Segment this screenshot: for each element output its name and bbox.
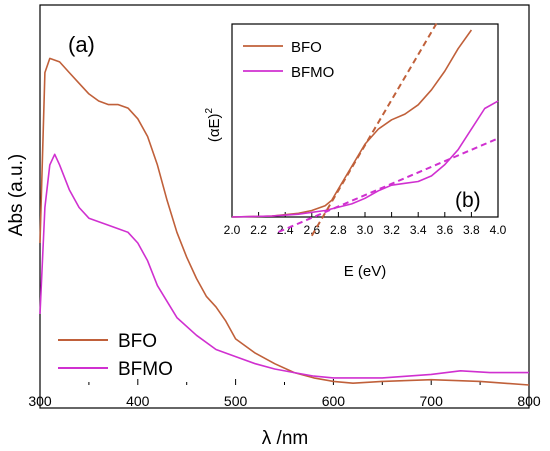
series-line-bfmo [39,153,529,379]
main-x-ticks: 300 400 500 600 700 800 [28,379,541,409]
x-tick-label: 500 [224,393,248,409]
inset-x-axis-label: E (eV) [344,263,387,280]
main-series-group [39,57,530,386]
y-axis-label: Abs (a.u.) [6,154,27,236]
x-tick-label: 2.2 [250,223,267,237]
main-plot-frame [39,4,530,409]
x-tick-label: 3.4 [410,223,427,237]
x-tick-label: 3.6 [436,223,453,237]
inset-series-group [231,20,499,237]
svg-text:(αE)2: (αE)2 [204,107,223,142]
x-tick-label: 2.0 [224,223,241,237]
legend-label-bfmo: BFMO [118,359,173,380]
x-tick-label: 3.2 [383,223,400,237]
x-tick-label: 4.0 [490,223,507,237]
x-tick-label: 700 [420,393,444,409]
x-tick-label: 3.0 [357,223,374,237]
inset-y-label-base: (αE) [206,113,223,142]
inset-y-label-sup: 2 [204,107,215,113]
x-tick-label: 2.8 [330,223,347,237]
fit-line-bfo [310,20,440,237]
x-tick-label: 300 [28,393,52,409]
x-tick-label: 800 [517,393,541,409]
x-tick-label: 3.8 [463,223,480,237]
x-tick-label: 400 [126,393,150,409]
inset-y-axis-label: (αE)2 [204,107,223,142]
inset-legend: BFO BFMO [243,39,334,81]
legend-label-bfo: BFO [118,331,157,352]
panel-label-a: (a) [68,32,95,57]
inset-legend-label-bfmo: BFMO [291,64,334,81]
series-line-bfmo [231,100,499,218]
series-line-bfo [39,57,530,386]
x-axis-label: λ /nm [262,428,308,449]
x-tick-label: 2.4 [277,223,294,237]
x-tick-label: 600 [322,393,346,409]
inset-legend-label-bfo: BFO [291,39,322,56]
panel-label-b: (b) [455,189,481,212]
main-legend: BFO BFMO [58,331,173,380]
